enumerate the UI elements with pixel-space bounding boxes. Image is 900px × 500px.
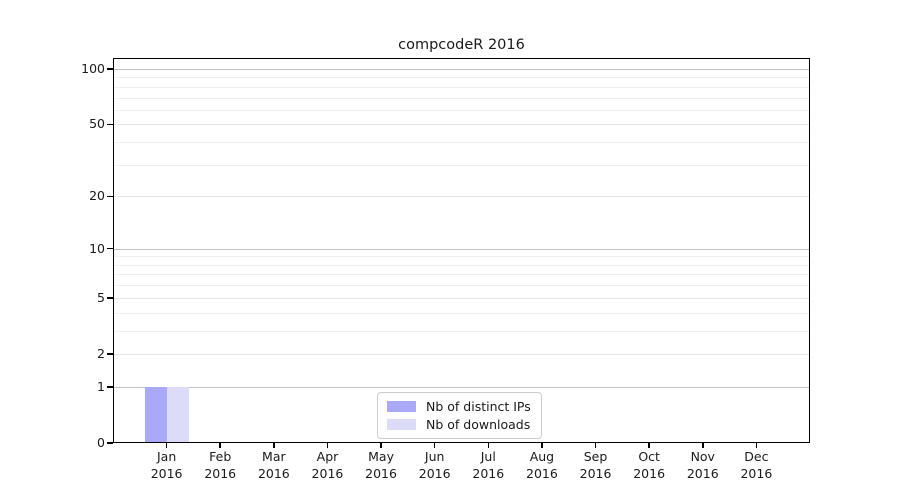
major-gridline bbox=[113, 297, 810, 299]
y-tick-label: 10 bbox=[89, 240, 105, 256]
plot-area bbox=[113, 58, 810, 443]
x-tick-label: Feb 2016 bbox=[204, 449, 237, 481]
major-gridline bbox=[113, 196, 810, 198]
minor-gridline bbox=[113, 256, 810, 258]
decade-gridline bbox=[113, 386, 810, 388]
y-tick-label: 50 bbox=[89, 116, 105, 132]
x-tick-label: May 2016 bbox=[365, 449, 397, 481]
x-tick-mark bbox=[755, 443, 758, 448]
legend-label: Nb of downloads bbox=[426, 417, 531, 432]
minor-gridline bbox=[113, 142, 810, 144]
legend-swatch bbox=[387, 401, 416, 412]
bar-downloads-jan bbox=[166, 386, 189, 443]
x-tick-mark bbox=[433, 443, 436, 448]
x-tick-label: Jan 2016 bbox=[150, 449, 183, 481]
x-tick-mark bbox=[487, 443, 490, 448]
x-tick-label: Sep 2016 bbox=[579, 449, 612, 481]
x-tick-mark bbox=[594, 443, 597, 448]
major-gridline bbox=[113, 353, 810, 355]
minor-gridline bbox=[113, 97, 810, 99]
minor-gridline bbox=[113, 312, 810, 314]
minor-gridline bbox=[113, 285, 810, 287]
legend: Nb of distinct IPs Nb of downloads bbox=[377, 392, 542, 439]
legend-item: Nb of distinct IPs bbox=[387, 399, 531, 414]
decade-gridline bbox=[113, 248, 810, 250]
chart-title: compcodeR 2016 bbox=[398, 37, 525, 53]
y-tick-label: 20 bbox=[89, 188, 105, 204]
minor-gridline bbox=[113, 264, 810, 266]
y-tick-label: 0 bbox=[97, 435, 105, 450]
x-tick-label: Apr 2016 bbox=[311, 449, 344, 481]
legend-item: Nb of downloads bbox=[387, 417, 531, 432]
minor-gridline bbox=[113, 274, 810, 276]
x-tick-label: Nov 2016 bbox=[686, 449, 719, 481]
x-tick-label: Dec 2016 bbox=[740, 449, 773, 481]
x-tick-mark bbox=[541, 443, 543, 448]
x-tick-label: Jul 2016 bbox=[472, 449, 505, 481]
minor-gridline bbox=[113, 330, 810, 332]
x-tick-mark bbox=[165, 443, 168, 448]
bar-distinct-ips-jan bbox=[144, 386, 167, 443]
minor-gridline bbox=[113, 164, 810, 166]
x-tick-mark bbox=[702, 443, 704, 448]
y-tick-label: 5 bbox=[97, 289, 105, 305]
minor-gridline bbox=[113, 109, 810, 111]
x-tick-mark bbox=[648, 443, 650, 448]
legend-swatch bbox=[387, 419, 416, 430]
minor-gridline bbox=[113, 77, 810, 79]
x-tick-mark bbox=[273, 443, 275, 448]
x-tick-mark bbox=[219, 443, 221, 448]
legend-label: Nb of distinct IPs bbox=[426, 399, 531, 414]
y-tick-label: 2 bbox=[97, 345, 105, 361]
major-gridline bbox=[113, 124, 810, 126]
y-tick-label: 100 bbox=[81, 61, 105, 76]
x-tick-mark bbox=[380, 443, 382, 448]
x-tick-mark bbox=[326, 443, 329, 448]
decade-gridline bbox=[113, 69, 810, 70]
y-tick-label: 1 bbox=[97, 378, 105, 394]
x-tick-label: Oct 2016 bbox=[633, 449, 666, 481]
x-tick-label: Aug 2016 bbox=[526, 449, 558, 481]
minor-gridline bbox=[113, 86, 810, 88]
x-tick-label: Jun 2016 bbox=[418, 449, 451, 481]
x-tick-label: Mar 2016 bbox=[257, 449, 290, 481]
